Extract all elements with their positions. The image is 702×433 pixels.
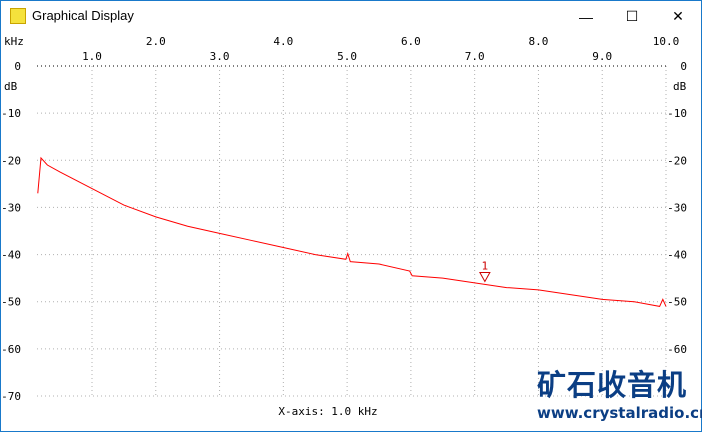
y-tick-label-left: -70	[1, 390, 21, 403]
y-tick-label-left: -50	[1, 296, 21, 309]
y-unit-label-left: dB	[4, 80, 18, 93]
x-tick-label: 9.0	[592, 50, 612, 63]
y-tick-label-right: -10	[667, 107, 687, 120]
x-tick-label: 5.0	[337, 50, 357, 63]
y-tick-label-right: -30	[667, 201, 687, 214]
maximize-button[interactable]: ☐	[625, 8, 639, 24]
y-tick-label-right: -60	[667, 343, 687, 356]
logo: 矿石收音机 www.crystalradio.cn	[537, 369, 702, 422]
y-tick-label-left: -20	[1, 154, 21, 167]
y-tick-label-right: -20	[667, 154, 687, 167]
x-tick-label: 4.0	[273, 35, 293, 48]
y-tick-label-right: -50	[667, 296, 687, 309]
x-tick-label: 1.0	[82, 50, 102, 63]
x-tick-label: 2.0	[146, 35, 166, 48]
logo-cn: 矿石收音机	[537, 368, 688, 402]
x-tick-label: 6.0	[401, 35, 421, 48]
x-unit-label: kHz	[4, 35, 24, 48]
window-title: Graphical Display	[32, 8, 134, 23]
title-bar: Graphical Display — ☐ ✕	[1, 1, 701, 32]
series-line	[37, 156, 667, 307]
app-icon	[10, 8, 26, 24]
x-tick-label: 3.0	[210, 50, 230, 63]
y-tick-label-right: 0	[680, 60, 687, 73]
logo-url: www.crystalradio.cn	[537, 404, 702, 422]
close-button[interactable]: ✕	[672, 8, 684, 24]
marker-label: 1	[482, 259, 489, 272]
x-axis-label: X-axis: 1.0 kHz	[278, 405, 377, 418]
y-tick-label-left: -60	[1, 343, 21, 356]
y-tick-label-left: -10	[1, 107, 21, 120]
y-tick-label-right: -40	[667, 249, 687, 262]
marker-triangle	[479, 271, 491, 283]
minimize-button[interactable]: —	[579, 8, 593, 25]
y-unit-label-right: dB	[673, 80, 687, 93]
x-tick-label: 8.0	[529, 35, 549, 48]
y-tick-label-left: 0	[14, 60, 21, 73]
x-tick-label: 7.0	[465, 50, 485, 63]
y-tick-label-left: -40	[1, 249, 21, 262]
x-tick-label: 10.0	[653, 35, 680, 48]
y-tick-label-left: -30	[1, 201, 21, 214]
